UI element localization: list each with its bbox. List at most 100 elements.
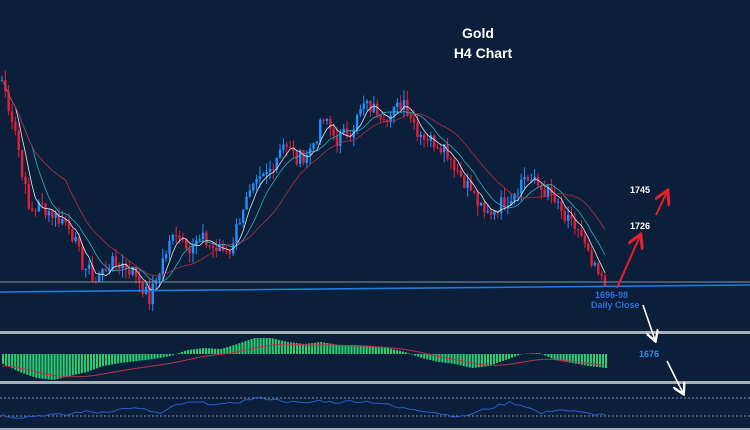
candle-body <box>459 170 463 177</box>
candle-body <box>292 147 295 152</box>
macd-bar <box>2 354 5 364</box>
macd-bar <box>226 347 229 354</box>
macd-bar <box>498 354 502 362</box>
macd-bar <box>250 338 253 354</box>
macd-bar <box>229 346 232 354</box>
candle-body <box>305 154 309 163</box>
candle-body <box>24 176 27 184</box>
candle-body <box>409 114 412 119</box>
macd-bar <box>195 348 199 354</box>
macd-bar <box>411 354 414 355</box>
candle-body <box>600 273 603 276</box>
macd-bar <box>235 344 238 354</box>
macd-bar <box>41 354 44 379</box>
candle-body <box>332 128 335 136</box>
macd-bar <box>392 349 396 354</box>
candle-body <box>188 248 191 254</box>
macd-bar <box>101 354 105 367</box>
candle-body <box>198 239 201 241</box>
macd-bar <box>438 354 441 363</box>
macd-bar <box>380 347 383 354</box>
macd-bar <box>601 354 605 368</box>
macd-bar <box>177 353 180 354</box>
candle-body <box>138 276 141 283</box>
candle-body <box>466 180 469 188</box>
candle-body <box>496 210 499 213</box>
macd-bar <box>417 354 420 357</box>
candle-body <box>268 169 272 172</box>
macd-bar <box>301 343 305 354</box>
macd-bar <box>247 340 250 354</box>
macd-bar <box>14 354 17 370</box>
candle-body <box>211 245 215 248</box>
annotation-1745: 1745 <box>630 185 651 195</box>
candle-body <box>61 219 64 224</box>
candle-body <box>483 202 486 213</box>
macd-bar <box>353 345 356 354</box>
macd-bar <box>574 354 577 364</box>
candle-body <box>399 102 402 110</box>
candle-body <box>389 115 392 123</box>
macd-bar <box>47 354 50 380</box>
candle-body <box>181 238 185 240</box>
macd-bar <box>577 354 580 365</box>
candle-body <box>282 144 285 150</box>
candle-body <box>255 179 258 184</box>
moving-averages-layer <box>1 79 606 291</box>
candle-body <box>510 201 513 206</box>
candle-body <box>429 135 432 141</box>
candle-body <box>242 209 245 223</box>
candle-body <box>432 135 436 148</box>
candle-body <box>134 267 138 277</box>
macd-bar <box>486 354 489 367</box>
macd-bar <box>320 342 323 354</box>
annotation-1676: 1676 <box>639 349 660 359</box>
candle-body <box>322 119 325 121</box>
candle-body <box>81 246 84 271</box>
candle-body <box>392 106 396 116</box>
macd-bar <box>53 354 56 380</box>
macd-bar <box>295 343 299 354</box>
macd-bar <box>389 348 392 354</box>
candle-body <box>37 202 41 212</box>
macd-bar <box>377 346 380 354</box>
macd-bar <box>344 345 347 354</box>
candle-body <box>463 176 466 188</box>
candle-body <box>47 211 51 216</box>
candle-body <box>406 100 409 115</box>
macd-bar <box>92 354 96 370</box>
candle-body <box>17 130 20 150</box>
annotation-daily-close: Daily Close <box>591 300 640 310</box>
candle-body <box>456 170 459 172</box>
macd-bar <box>605 354 608 368</box>
candle-body <box>64 219 67 223</box>
macd-bar <box>365 345 368 354</box>
macd-bar <box>268 338 271 354</box>
candle-body <box>543 189 546 198</box>
chart-title: Gold <box>462 25 494 41</box>
macd-bar <box>489 354 492 366</box>
macd-bar <box>180 351 183 354</box>
candle-body <box>141 282 144 294</box>
candle-body <box>369 101 372 113</box>
macd-bar <box>159 354 162 358</box>
candle-body <box>252 183 255 191</box>
candle-body <box>41 202 44 204</box>
macd-bar <box>359 345 362 354</box>
macd-bar <box>532 353 535 354</box>
macd-bar <box>292 342 296 354</box>
candle-body <box>34 210 37 212</box>
candle-body <box>118 264 121 269</box>
macd-bar <box>86 354 89 372</box>
candle-body <box>178 235 181 239</box>
candle-body <box>342 128 345 133</box>
macd-bar <box>553 354 556 360</box>
candle-body <box>553 193 556 203</box>
macd-bar <box>326 343 329 354</box>
macd-bar <box>71 354 74 376</box>
candle-body <box>386 119 389 123</box>
macd-bar <box>538 353 541 354</box>
macd-bar <box>495 354 499 364</box>
candle-body <box>365 101 369 104</box>
macd-bar <box>141 354 144 361</box>
